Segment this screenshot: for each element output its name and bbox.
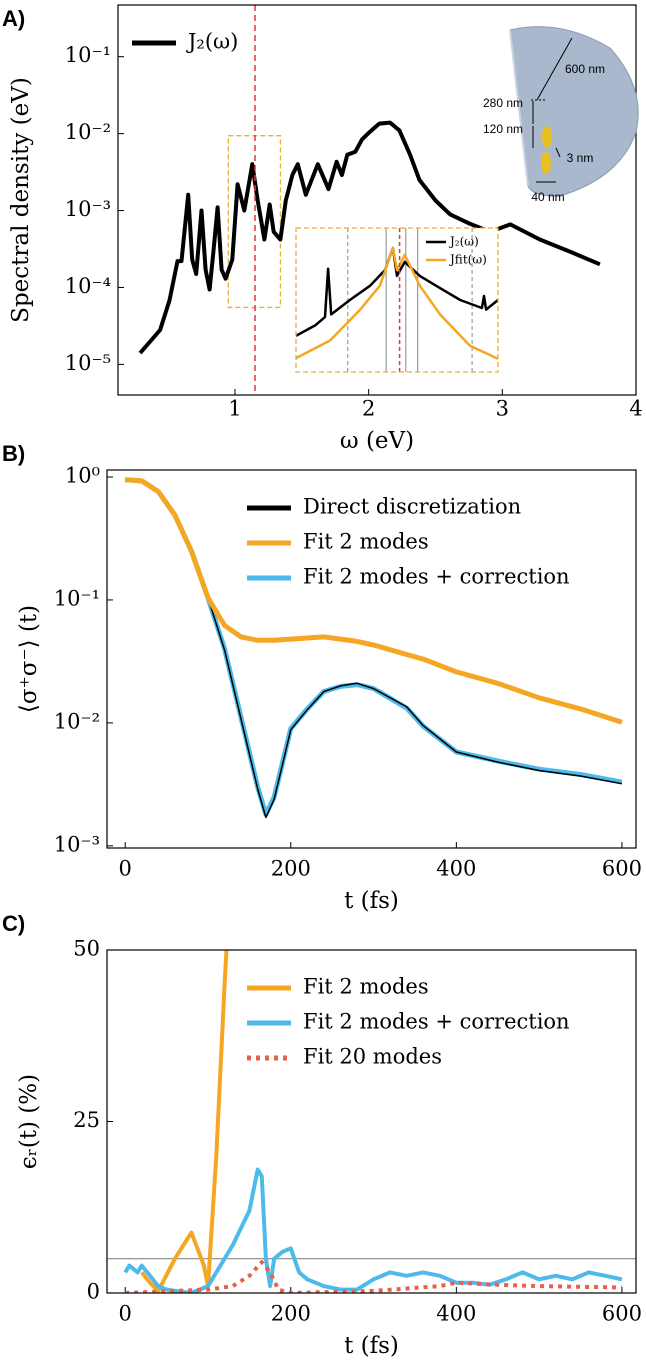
legend-label: Fit 20 modes — [303, 1045, 442, 1069]
x-tick-label: 400 — [436, 1302, 476, 1326]
panel-label: B) — [2, 441, 25, 466]
x-tick-label: 200 — [271, 1302, 311, 1326]
arrow — [536, 37, 573, 101]
particle — [541, 152, 551, 174]
legend-label: Jfit(ω) — [448, 253, 487, 267]
legend-label: Fit 2 modes — [303, 530, 429, 554]
y-tick-label: 0 — [87, 1280, 100, 1304]
y-tick-label: 10⁻³ — [65, 197, 111, 221]
annotation: 40 nm — [531, 190, 564, 204]
axes-frame — [117, 4, 637, 396]
y-tick-label: 10⁻⁵ — [65, 351, 111, 375]
y-tick-label: 10⁻⁴ — [65, 274, 111, 298]
series-line — [123, 1167, 623, 1293]
arrow — [555, 147, 561, 158]
y-tick-label: 10⁰ — [65, 463, 100, 487]
illustration: 600 nm 280 nm 120 nm 3 nm 40 nm — [483, 26, 639, 204]
annotation: 600 nm — [565, 62, 605, 76]
y-tick-label: 10⁻² — [54, 709, 100, 733]
annotation: 120 nm — [483, 122, 523, 136]
y-axis-label: Spectral density (eV) — [8, 77, 34, 323]
x-tick-label: 3 — [496, 397, 509, 421]
legend-label: Direct discretization — [303, 495, 521, 519]
x-tick-label: 4 — [629, 397, 642, 421]
series-line — [140, 950, 229, 1293]
annotation: 3 nm — [567, 151, 594, 165]
y-tick-label: 10⁻³ — [54, 832, 100, 856]
x-tick-label: 2 — [362, 397, 375, 421]
panel-label: A) — [2, 6, 25, 31]
y-axis-label: ϵᵣ(t) (%) — [16, 1074, 42, 1169]
series-line — [125, 1260, 622, 1293]
ellipsoid — [509, 26, 639, 197]
x-tick-label: 1 — [228, 397, 241, 421]
y-tick-label: 50 — [73, 937, 100, 961]
legend-label: J₂(ω) — [448, 235, 479, 249]
x-axis-label: t (fs) — [344, 888, 399, 914]
x-tick-label: 200 — [271, 857, 311, 881]
legend-label: Fit 2 modes + correction — [303, 565, 570, 589]
y-tick-label: 10⁻¹ — [54, 586, 100, 610]
x-tick-label: 600 — [602, 1302, 642, 1326]
plot-area — [125, 477, 623, 819]
panel-label: C) — [2, 911, 25, 936]
x-tick-label: 400 — [436, 857, 476, 881]
y-tick-label: 10⁻¹ — [65, 43, 111, 67]
legend-label: Fit 2 modes — [303, 975, 429, 999]
axes-frame — [106, 949, 637, 1294]
ellipsoid-edge — [509, 29, 529, 187]
series-line — [138, 120, 601, 355]
inset-area — [296, 228, 498, 372]
particle — [542, 126, 552, 148]
y-tick-label: 10⁻² — [65, 120, 111, 144]
x-axis-label: ω (eV) — [340, 428, 414, 454]
y-axis-label: ⟨σ⁺σ⁻⟩ (t) — [16, 605, 42, 713]
plot-area — [107, 950, 636, 1293]
series-line — [125, 477, 623, 725]
plot-area — [138, 5, 601, 395]
annotation: 280 nm — [483, 96, 523, 110]
legend-label: Fit 2 modes + correction — [303, 1010, 570, 1034]
x-tick-label: 0 — [119, 1302, 132, 1326]
legend-label: J₂(ω) — [186, 30, 238, 54]
series-line — [296, 246, 498, 360]
x-tick-label: 0 — [119, 857, 132, 881]
y-tick-label: 25 — [73, 1108, 100, 1132]
axes-frame — [106, 469, 637, 849]
x-axis-label: t (fs) — [344, 1333, 399, 1359]
inset-frame — [295, 227, 499, 373]
x-tick-label: 600 — [602, 857, 642, 881]
